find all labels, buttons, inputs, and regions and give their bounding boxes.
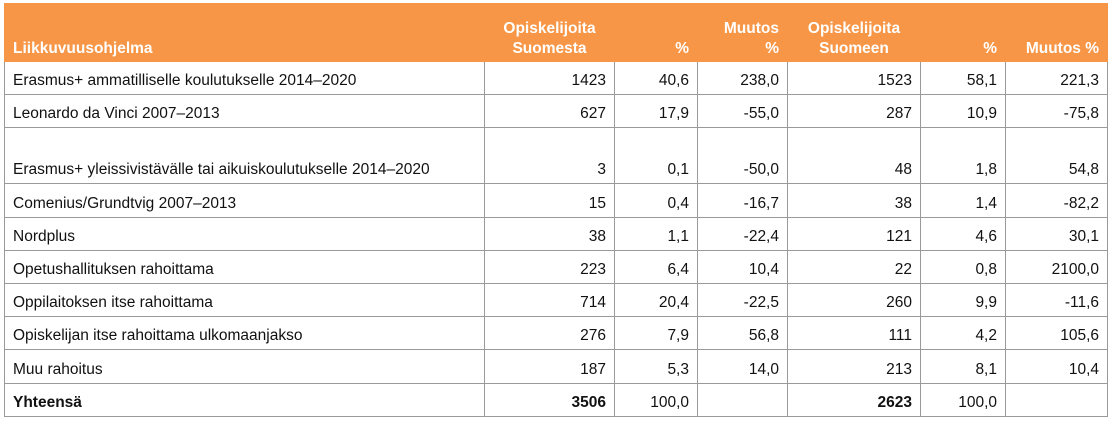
cell-chg1: 238,0: [697, 60, 788, 96]
cell-program: Erasmus+ yleissivistävälle tai aikuiskou…: [4, 127, 485, 185]
header-pct-1: %: [614, 3, 698, 62]
cell-chg2: -11,6: [1005, 283, 1108, 318]
total-chg2: [1005, 382, 1108, 418]
total-row: Yhteensä 3506 100,0 2623 100,0: [4, 382, 1108, 418]
header-from-finland: Opiskelijoita Suomesta: [484, 3, 615, 62]
table-row: Comenius/Grundtvig 2007‒2013 15 0,4 -16,…: [4, 183, 1108, 218]
total-pct1: 100,0: [614, 382, 698, 418]
cell-chg2: 2100,0: [1005, 249, 1108, 285]
cell-to: 260: [787, 283, 921, 318]
cell-pct2: 8,1: [920, 349, 1006, 384]
cell-chg1: -50,0: [697, 127, 788, 185]
table-row: Oppilaitoksen itse rahoittama 714 20,4 -…: [4, 283, 1108, 318]
cell-chg2: 54,8: [1005, 127, 1108, 185]
cell-program: Leonardo da Vinci 2007‒2013: [4, 94, 485, 129]
cell-from: 627: [484, 94, 615, 129]
cell-pct2: 1,8: [920, 127, 1006, 185]
cell-pct1: 5,3: [614, 349, 698, 384]
cell-chg2: -82,2: [1005, 183, 1108, 218]
total-to: 2623: [787, 382, 921, 418]
table-row: Muu rahoitus 187 5,3 14,0 213 8,1 10,4: [4, 349, 1108, 384]
cell-program: Oppilaitoksen itse rahoittama: [4, 283, 485, 318]
table-row: Opetushallituksen rahoittama 223 6,4 10,…: [4, 249, 1108, 285]
table-row: Nordplus 38 1,1 -22,4 121 4,6 30,1: [4, 216, 1108, 251]
total-chg1: [697, 382, 788, 418]
cell-to: 38: [787, 183, 921, 218]
cell-pct1: 40,6: [614, 60, 698, 96]
cell-chg1: -55,0: [697, 94, 788, 129]
cell-from: 187: [484, 349, 615, 384]
cell-from: 276: [484, 316, 615, 351]
cell-pct2: 4,6: [920, 216, 1006, 251]
total-pct2: 100,0: [920, 382, 1006, 418]
header-program: Liikkuvuusohjelma: [4, 3, 485, 62]
cell-program: Erasmus+ ammatilliselle koulutukselle 20…: [4, 60, 485, 96]
cell-chg2: 10,4: [1005, 349, 1108, 384]
cell-pct1: 0,1: [614, 127, 698, 185]
cell-chg2: 30,1: [1005, 216, 1108, 251]
cell-chg1: 14,0: [697, 349, 788, 384]
cell-pct2: 0,8: [920, 249, 1006, 285]
cell-to: 287: [787, 94, 921, 129]
cell-to: 48: [787, 127, 921, 185]
cell-pct2: 9,9: [920, 283, 1006, 318]
cell-program: Opiskelijan itse rahoittama ulkomaanjaks…: [4, 316, 485, 351]
cell-program: Nordplus: [4, 216, 485, 251]
cell-pct2: 10,9: [920, 94, 1006, 129]
cell-program: Opetushallituksen rahoittama: [4, 249, 485, 285]
cell-to: 22: [787, 249, 921, 285]
cell-to: 121: [787, 216, 921, 251]
cell-from: 714: [484, 283, 615, 318]
cell-from: 3: [484, 127, 615, 185]
cell-to: 213: [787, 349, 921, 384]
cell-from: 223: [484, 249, 615, 285]
total-label: Yhteensä: [4, 382, 485, 418]
cell-chg1: 10,4: [697, 249, 788, 285]
table-row: Erasmus+ yleissivistävälle tai aikuiskou…: [4, 127, 1108, 185]
header-row: Liikkuvuusohjelma Opiskelijoita Suomesta…: [4, 3, 1108, 62]
cell-pct2: 58,1: [920, 60, 1006, 96]
header-pct-2: %: [920, 3, 1006, 62]
cell-chg1: 56,8: [697, 316, 788, 351]
cell-from: 38: [484, 216, 615, 251]
cell-pct1: 1,1: [614, 216, 698, 251]
header-change-1: Muutos %: [697, 3, 788, 62]
header-change-2: Muutos %: [1005, 3, 1108, 62]
table-row: Opiskelijan itse rahoittama ulkomaanjaks…: [4, 316, 1108, 351]
table-row: Leonardo da Vinci 2007‒2013 627 17,9 -55…: [4, 94, 1108, 129]
cell-to: 1523: [787, 60, 921, 96]
header-to-finland: Opiskelijoita Suomeen: [787, 3, 921, 62]
cell-to: 111: [787, 316, 921, 351]
cell-from: 1423: [484, 60, 615, 96]
cell-program: Comenius/Grundtvig 2007‒2013: [4, 183, 485, 218]
cell-pct1: 20,4: [614, 283, 698, 318]
cell-program: Muu rahoitus: [4, 349, 485, 384]
cell-chg1: -22,5: [697, 283, 788, 318]
cell-pct2: 1,4: [920, 183, 1006, 218]
cell-pct2: 4,2: [920, 316, 1006, 351]
cell-pct1: 6,4: [614, 249, 698, 285]
cell-chg1: -22,4: [697, 216, 788, 251]
table-row: Erasmus+ ammatilliselle koulutukselle 20…: [4, 60, 1108, 96]
cell-pct1: 17,9: [614, 94, 698, 129]
total-from: 3506: [484, 382, 615, 418]
cell-chg2: -75,8: [1005, 94, 1108, 129]
cell-from: 15: [484, 183, 615, 218]
cell-chg2: 221,3: [1005, 60, 1108, 96]
cell-pct1: 7,9: [614, 316, 698, 351]
cell-pct1: 0,4: [614, 183, 698, 218]
cell-chg2: 105,6: [1005, 316, 1108, 351]
cell-chg1: -16,7: [697, 183, 788, 218]
mobility-table: Liikkuvuusohjelma Opiskelijoita Suomesta…: [4, 3, 1108, 418]
